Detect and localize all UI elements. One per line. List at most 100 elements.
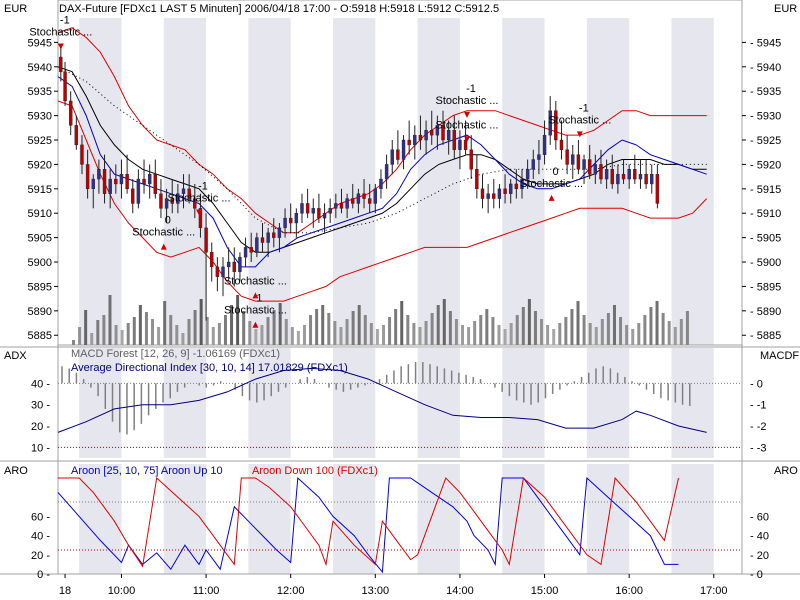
candle-body	[565, 149, 569, 165]
time-band	[333, 464, 376, 574]
candle-body	[317, 208, 321, 219]
volume-bar	[552, 329, 556, 345]
price-tick-label-left: 5940	[28, 62, 52, 74]
candle-body	[593, 164, 598, 175]
aroon-up-line	[57, 476, 679, 574]
aroon-lines	[57, 476, 742, 574]
candle-body	[108, 178, 112, 194]
volume-bar	[254, 329, 258, 345]
candle-body	[537, 154, 541, 160]
price-tick-label-left: 5935	[28, 86, 52, 98]
sell-arrow	[463, 136, 470, 143]
candle-body	[514, 183, 519, 190]
price-axis-unit-right: EUR	[774, 3, 797, 15]
volume-bar	[242, 311, 246, 345]
candle-body	[497, 188, 502, 199]
candle-body	[294, 213, 299, 224]
volume-bar	[181, 333, 185, 345]
candle-body	[480, 188, 485, 199]
time-band	[671, 464, 714, 574]
volume-bar	[576, 301, 580, 345]
price-tick-label-left: 5925	[28, 135, 52, 147]
buy-arrow	[252, 292, 259, 299]
volume-bar	[272, 310, 276, 345]
volume-bar	[375, 329, 379, 345]
candle-body	[401, 139, 406, 160]
volume-bar	[424, 321, 428, 345]
candle-body	[441, 125, 445, 141]
price-tick-label-right: - 5945	[750, 37, 781, 49]
time-band	[417, 464, 460, 574]
volume-bar	[430, 313, 434, 345]
candlesticks	[59, 47, 660, 321]
volume-bar	[588, 323, 592, 345]
adx-panel-title: Average Directional Index [30, 10, 14] 1…	[71, 362, 348, 374]
price-tick-label-right: - 5910	[750, 208, 781, 220]
aroon-axis-label-left: ARO	[4, 465, 28, 477]
volume-bar	[309, 315, 313, 345]
volume-bar	[290, 327, 294, 345]
aroon-tick-label-left: 40 -	[31, 531, 50, 543]
volume-bar	[473, 321, 477, 345]
time-tick-label: 11:00	[193, 585, 220, 597]
candle-body	[616, 173, 620, 185]
aroon-panel-title-up: Aroon [25, 10, 75] Aroon Up 10	[71, 465, 223, 477]
volume-bar	[114, 325, 118, 345]
aroon-tick-label-right: - 20	[750, 550, 769, 562]
candle-body	[147, 173, 152, 185]
candle-body	[59, 56, 63, 72]
adx-tick-label: 30 -	[31, 400, 50, 412]
sell-arrow	[196, 209, 203, 216]
annotation-value: -1	[60, 15, 70, 27]
candle-body	[655, 173, 660, 204]
volume-bar	[388, 317, 392, 345]
annotation-label: Stochastic ...	[435, 119, 498, 131]
time-band	[163, 464, 207, 574]
candle-body	[531, 159, 535, 170]
candle-body	[125, 173, 129, 190]
time-band	[502, 464, 545, 574]
volume-bar	[205, 317, 209, 345]
volume-bar	[491, 317, 495, 345]
candle-body	[503, 188, 507, 194]
volume-bar	[132, 317, 136, 345]
candle-body	[334, 203, 338, 209]
aroon-tick-label-right: - 40	[750, 531, 769, 543]
volume-bar	[400, 301, 404, 345]
candle-body	[469, 149, 473, 170]
volume-bar	[187, 319, 191, 345]
candle-body	[486, 193, 490, 199]
candle-body	[289, 217, 293, 224]
candle-body	[176, 193, 180, 204]
volume-bar	[278, 303, 282, 345]
candle-body	[142, 178, 146, 185]
volume-bar	[96, 320, 100, 345]
candle-body	[277, 227, 282, 238]
price-tick-label-left: 5900	[28, 257, 52, 269]
aroon-tick-label-right: - 60	[750, 511, 769, 523]
candle-body	[311, 208, 315, 214]
price-tick-label-left: 5945	[28, 37, 52, 49]
candle-body	[390, 149, 394, 165]
volume-bar	[515, 315, 519, 345]
buy-arrow	[160, 243, 167, 250]
time-band	[333, 348, 376, 458]
volume-bar	[454, 319, 458, 345]
time-bands	[79, 18, 714, 574]
candle-body	[159, 193, 163, 209]
candle-body	[266, 232, 270, 243]
candle-body	[305, 203, 310, 214]
time-tick-label: 18	[59, 585, 71, 597]
volume-bar	[503, 329, 507, 345]
aroon-tick-label-left: 60 -	[31, 511, 50, 523]
volume-bar	[211, 327, 215, 345]
adx-line	[57, 367, 707, 433]
volume-bar	[546, 325, 550, 345]
candle-body	[492, 193, 496, 199]
volume-bar	[108, 295, 112, 345]
volume-bar	[236, 295, 240, 345]
candle-body	[418, 134, 423, 141]
time-tick-label: 10:00	[108, 585, 136, 597]
